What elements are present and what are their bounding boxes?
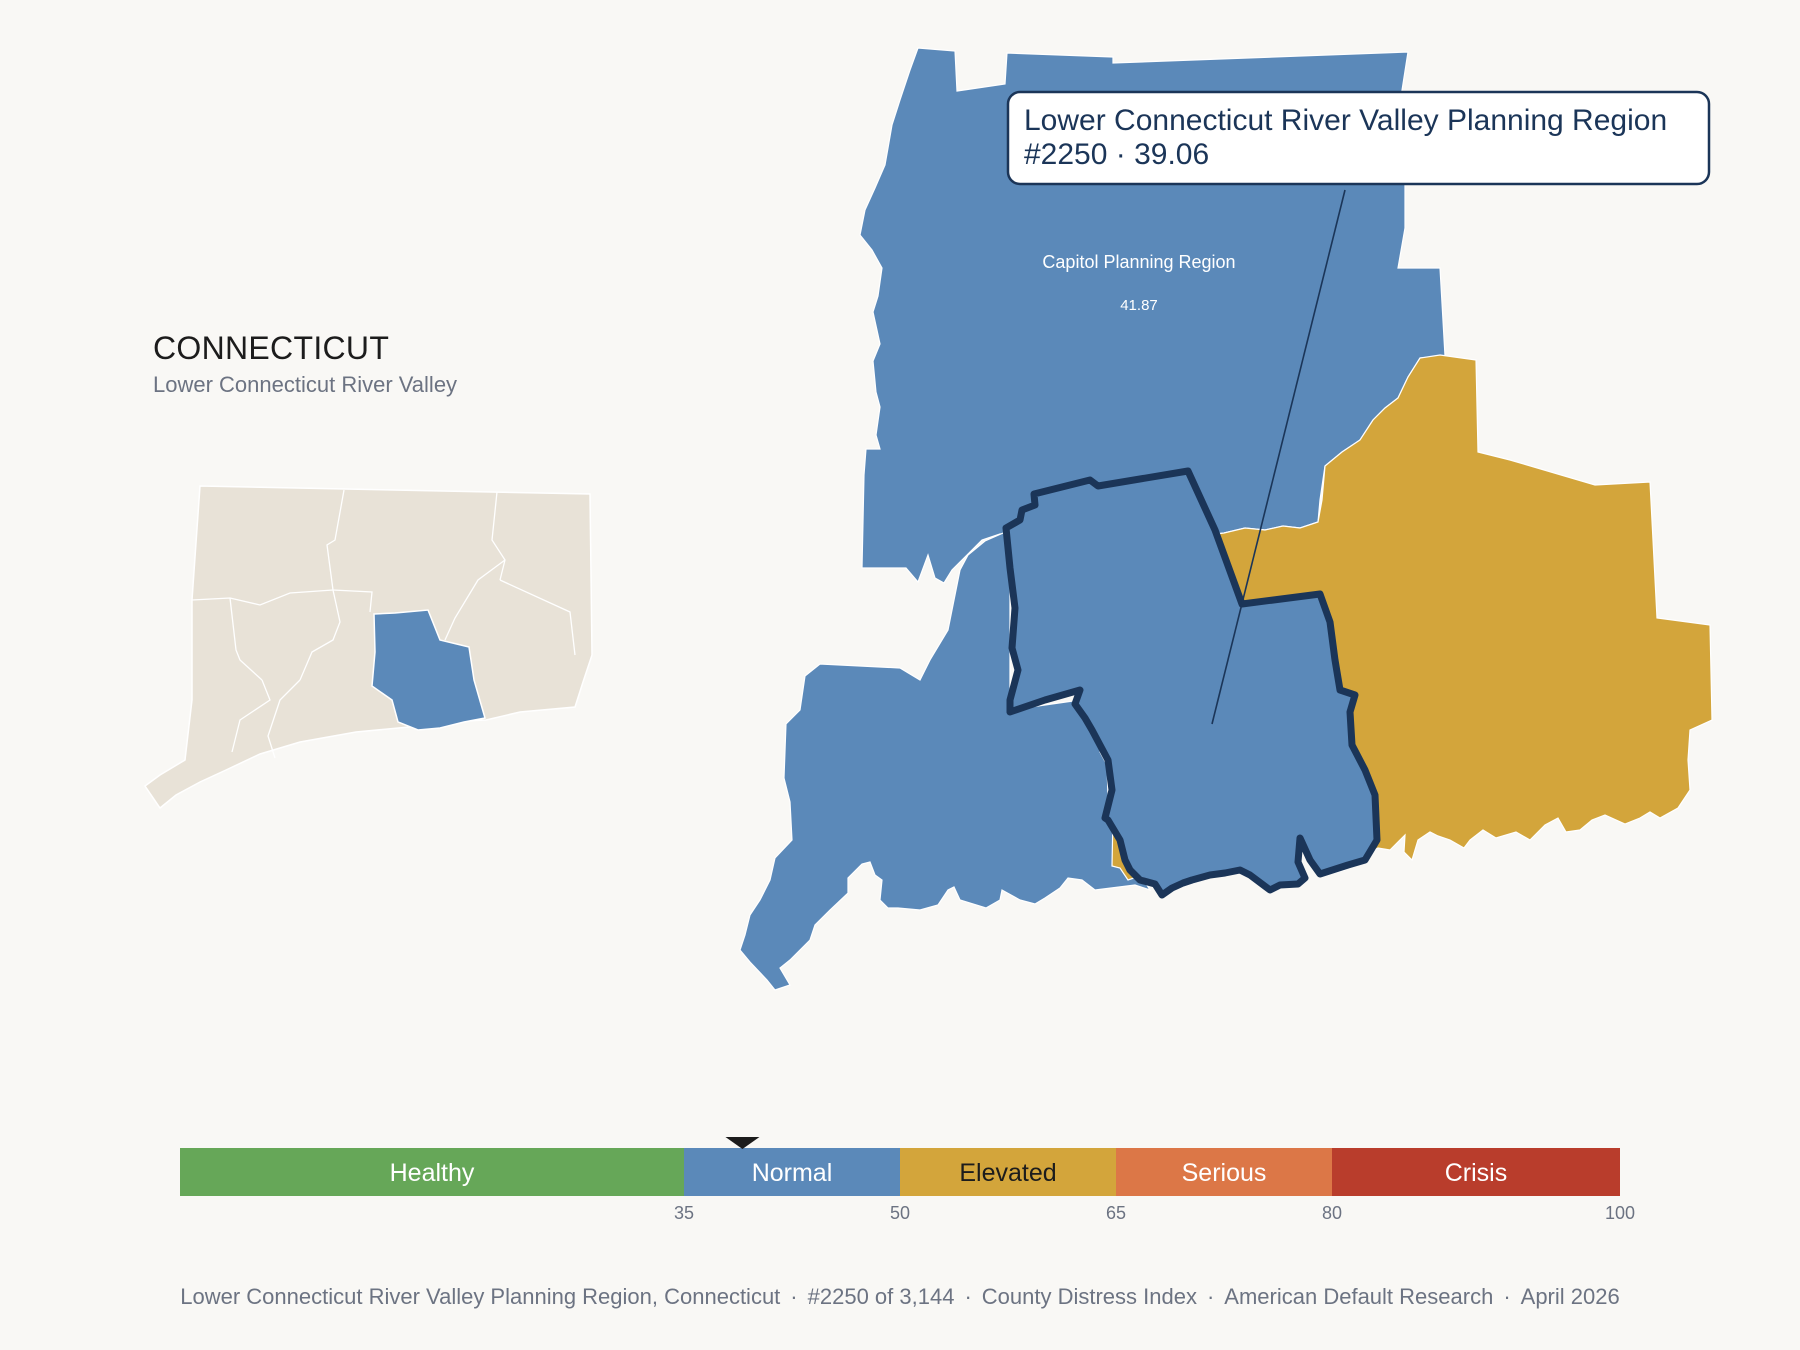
region-label-value: 41.87	[1120, 297, 1158, 314]
region-label-name: Capitol Planning Region	[1042, 252, 1235, 272]
tooltip-box	[1006, 90, 1711, 186]
legend-label-crisis: Crisis	[1445, 1159, 1508, 1187]
legend-tick-65: 65	[1106, 1203, 1126, 1223]
main-map: Capitol Planning Region 41.87	[739, 47, 1713, 991]
region-subtitle: Lower Connecticut River Valley	[153, 372, 458, 397]
legend-label-elevated: Elevated	[959, 1159, 1056, 1187]
inset-state-outline	[143, 485, 593, 810]
footer-separator: ·	[1206, 1284, 1215, 1309]
tooltip-title: Lower Connecticut River Valley Planning …	[1024, 104, 1667, 137]
legend-segment-normal	[684, 1148, 900, 1196]
legend-label-normal: Normal	[752, 1159, 833, 1187]
footer-separator: ·	[964, 1284, 972, 1309]
footer-separator: ·	[1503, 1284, 1511, 1309]
region-lower-ct-river-valley[interactable]	[1002, 467, 1381, 899]
footer: Lower Connecticut River Valley Planning …	[0, 1284, 1800, 1310]
footer-source: American Default Research	[1224, 1284, 1494, 1309]
legend-label-healthy: Healthy	[390, 1159, 475, 1187]
legend-label-serious: Serious	[1182, 1159, 1267, 1187]
inset-highlight-region	[371, 609, 486, 731]
legend-tick-100: 100	[1605, 1203, 1635, 1223]
legend-segment-elevated	[900, 1148, 1116, 1196]
legend-tick-35: 35	[674, 1203, 694, 1223]
footer-region: Lower Connecticut River Valley Planning …	[180, 1284, 781, 1309]
legend-tick-50: 50	[890, 1203, 910, 1223]
footer-date: April 2026	[1520, 1284, 1620, 1309]
legend-tick-80: 80	[1322, 1203, 1342, 1223]
tooltip-leader-line	[1211, 189, 1346, 725]
legend-segment-crisis	[1332, 1148, 1620, 1196]
footer-rank: #2250 of 3,144	[807, 1284, 955, 1309]
legend-value-marker	[725, 1137, 760, 1149]
tooltip-rank-value: #2250 · 39.06	[1024, 138, 1209, 171]
footer-separator: ·	[790, 1284, 798, 1309]
legend-segment-serious	[1116, 1148, 1332, 1196]
inset-map	[143, 485, 593, 810]
legend-segment-healthy	[180, 1148, 684, 1196]
region-south-central[interactable]	[739, 529, 1152, 991]
inset-region-borders	[191, 489, 576, 759]
footer-index-name: County Distress Index	[981, 1284, 1197, 1309]
legend: Healthy Normal Elevated Serious Crisis 35 50 65…	[180, 1137, 1635, 1223]
tooltip: Lower Connecticut River Valley Planning …	[1006, 90, 1711, 186]
state-title: CONNECTICUT	[153, 330, 390, 366]
